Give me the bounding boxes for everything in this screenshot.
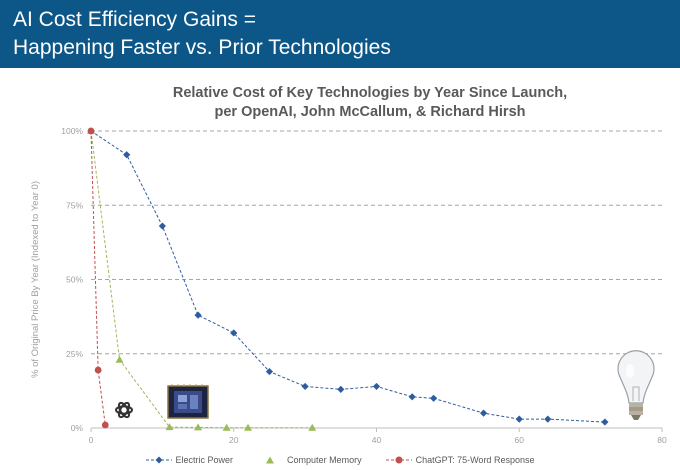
openai-logo-icon xyxy=(115,401,133,419)
data-point xyxy=(101,421,109,429)
slide-title-line-1: AI Cost Efficiency Gains = xyxy=(13,8,256,31)
legend-swatch-chatgpt xyxy=(385,456,412,464)
series-electric-power xyxy=(87,127,609,426)
data-point xyxy=(408,393,416,401)
chart-title-line-1: Relative Cost of Key Technologies by Yea… xyxy=(172,85,568,101)
x-tick-label: 60 xyxy=(515,435,525,445)
data-point xyxy=(430,394,438,402)
data-point xyxy=(301,382,309,391)
data-point xyxy=(165,423,174,431)
memory-chip-icon xyxy=(167,384,209,419)
data-point xyxy=(479,409,488,417)
data-point xyxy=(337,385,345,393)
light-bulb-icon xyxy=(617,350,655,420)
chart-legend: Electric Power Computer Memory ChatGPT: … xyxy=(0,452,680,468)
chart-title-line-2: per OpenAI, John McCallum, & Richard Hir… xyxy=(214,104,526,120)
legend-label-electric-power: Electric Power xyxy=(175,455,234,465)
legend-label-computer-memory: Computer Memory xyxy=(287,455,362,465)
data-point xyxy=(123,151,131,159)
data-point xyxy=(544,415,552,423)
x-tick-label: 20 xyxy=(229,435,239,445)
legend-item-chatgpt: ChatGPT: 75-Word Response xyxy=(385,455,535,465)
data-point xyxy=(94,366,102,374)
data-point xyxy=(222,423,231,431)
slide-header: AI Cost Efficiency Gains = Happening Fas… xyxy=(0,0,680,68)
data-point xyxy=(601,418,609,426)
x-tick-label: 0 xyxy=(89,435,94,445)
x-tick-label: 80 xyxy=(657,435,667,445)
series-chatgpt-75-word-response xyxy=(87,127,109,429)
legend-item-electric-power: Electric Power xyxy=(145,455,234,465)
legend-item-computer-memory: Computer Memory xyxy=(257,455,362,465)
data-point xyxy=(158,222,166,230)
y-tick-label: 50% xyxy=(66,275,83,285)
series-layer xyxy=(87,127,609,431)
data-point xyxy=(372,382,381,391)
data-point xyxy=(244,423,253,431)
legend-swatch-electric-power xyxy=(145,456,172,464)
data-point xyxy=(308,423,317,431)
slide-title-line-2: Happening Faster vs. Prior Technologies xyxy=(13,36,391,59)
y-axis-title: % of Original Price By Year (Indexed to … xyxy=(30,181,41,378)
series-line xyxy=(90,130,106,426)
data-point xyxy=(515,415,523,423)
series-computer-memory xyxy=(87,127,317,431)
data-point xyxy=(87,127,95,135)
y-tick-label: 75% xyxy=(66,200,83,210)
data-point xyxy=(115,355,124,363)
y-tick-label: 25% xyxy=(66,349,83,359)
data-point xyxy=(265,367,274,376)
data-point xyxy=(194,423,203,431)
data-point xyxy=(194,311,202,319)
data-point xyxy=(230,329,238,337)
series-line xyxy=(90,130,605,423)
legend-label-chatgpt: ChatGPT: 75-Word Response xyxy=(415,455,535,465)
y-tick-label: 0% xyxy=(71,423,84,433)
series-line xyxy=(90,130,313,429)
y-tick-label: 100% xyxy=(61,126,83,136)
legend-swatch-computer-memory xyxy=(266,456,275,464)
axes: 0% 25% 50% 75% 100% 0 20 40 60 80 % of Original Pr… xyxy=(30,126,667,445)
x-tick-label: 40 xyxy=(372,435,382,445)
